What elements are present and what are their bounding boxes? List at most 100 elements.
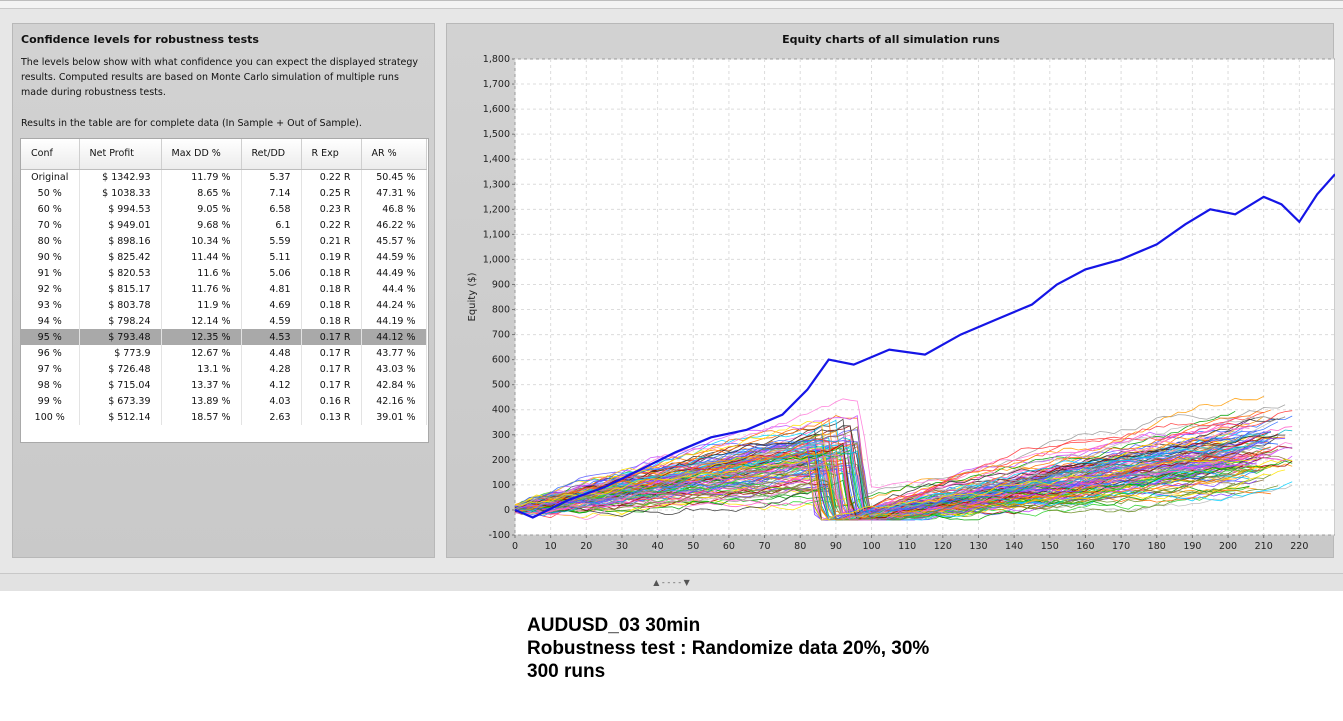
table-cell: 12.35 % [161, 329, 242, 345]
y-tick-label: 900 [492, 279, 510, 290]
table-cell: 7.14 [241, 185, 302, 201]
table-row[interactable]: 99 % $ 673.39 13.89 % 4.03 0.16 R 42.16 % [21, 393, 427, 409]
table-cell: 91 % [21, 265, 80, 281]
simulation-run-line [514, 455, 1243, 521]
original-equity-line [514, 173, 1335, 519]
panel-splitter[interactable]: ▲ - - - - ▼ [0, 573, 1343, 591]
table-cell: 0.18 R [301, 265, 362, 281]
table-cell: 43.77 % [361, 345, 427, 361]
simulation-run-line [514, 410, 1293, 521]
table-row[interactable]: 96 % $ 773.9 12.67 % 4.48 0.17 R 43.77 % [21, 345, 427, 361]
table-cell: 44.24 % [361, 297, 427, 313]
confidence-table-container[interactable]: Conf Net Profit Max DD % Ret/DD R Exp AR % Or… [20, 138, 429, 443]
table-row[interactable]: 90 % $ 825.42 11.44 % 5.11 0.19 R 44.59 % [21, 249, 427, 265]
table-cell: 11.9 % [161, 297, 242, 313]
column-header-max-dd-[interactable]: Max DD % [161, 139, 242, 170]
table-cell: 4.03 [241, 393, 302, 409]
table-cell: 42.84 % [361, 377, 427, 393]
table-cell: 0.16 R [301, 393, 362, 409]
table-row[interactable]: 60 % $ 994.53 9.05 % 6.58 0.23 R 46.8 % [21, 201, 427, 217]
y-tick-label: 1,500 [483, 129, 510, 140]
table-cell: 6.1 [241, 217, 302, 233]
table-cell: $ 673.39 [79, 393, 162, 409]
column-header-ar-[interactable]: AR % [361, 139, 427, 170]
table-cell: 80 % [21, 233, 80, 249]
table-cell: $ 1038.33 [79, 185, 162, 201]
table-cell: 0.17 R [301, 345, 362, 361]
table-row[interactable]: 97 % $ 726.48 13.1 % 4.28 0.17 R 43.03 % [21, 361, 427, 377]
x-tick-label: 0 [512, 541, 518, 552]
simulation-run-line [514, 457, 1257, 521]
table-note: Results in the table are for complete da… [21, 118, 362, 129]
column-header-r-exp[interactable]: R Exp [301, 139, 362, 170]
table-row[interactable]: 92 % $ 815.17 11.76 % 4.81 0.18 R 44.4 % [21, 281, 427, 297]
y-tick-label: 200 [492, 455, 510, 466]
y-tick-label: 1,300 [483, 179, 510, 190]
table-row[interactable]: 70 % $ 949.01 9.68 % 6.1 0.22 R 46.22 % [21, 217, 427, 233]
caption-line-2: Robustness test : Randomize data 20%, 30… [527, 638, 930, 659]
y-tick-label: -100 [488, 530, 510, 541]
table-cell: 9.05 % [161, 201, 242, 217]
table-cell: 4.59 [241, 313, 302, 329]
splitter-handle[interactable]: ▲ - - - - ▼ [653, 578, 690, 587]
table-cell: 6.58 [241, 201, 302, 217]
x-tick-label: 110 [898, 541, 916, 552]
table-cell: 94 % [21, 313, 80, 329]
table-cell: 0.17 R [301, 361, 362, 377]
table-row[interactable]: 95 % $ 793.48 12.35 % 4.53 0.17 R 44.12 % [21, 329, 427, 345]
table-cell: 13.89 % [161, 393, 242, 409]
table-cell: $ 1342.93 [79, 169, 162, 185]
table-cell: 0.21 R [301, 233, 362, 249]
simulation-run-line [514, 474, 1271, 521]
x-tick-label: 140 [1005, 541, 1023, 552]
table-cell: 44.19 % [361, 313, 427, 329]
table-cell: 8.65 % [161, 185, 242, 201]
caption-line-1: AUDUSD_03 30min [527, 615, 701, 636]
table-cell: 60 % [21, 201, 80, 217]
table-cell: 0.18 R [301, 313, 362, 329]
table-cell: $ 803.78 [79, 297, 162, 313]
table-cell: 0.19 R [301, 249, 362, 265]
x-tick-label: 150 [1041, 541, 1059, 552]
table-row[interactable]: 50 % $ 1038.33 8.65 % 7.14 0.25 R 47.31 % [21, 185, 427, 201]
confidence-table[interactable]: Conf Net Profit Max DD % Ret/DD R Exp AR % Or… [21, 139, 427, 425]
simulation-run-line [514, 416, 1271, 521]
table-row[interactable]: 93 % $ 803.78 11.9 % 4.69 0.18 R 44.24 % [21, 297, 427, 313]
simulation-run-line [514, 453, 1250, 521]
x-tick-label: 130 [969, 541, 987, 552]
table-cell: 47.31 % [361, 185, 427, 201]
table-row[interactable]: Original $ 1342.93 11.79 % 5.37 0.22 R 50.45 … [21, 169, 427, 185]
table-cell: 13.1 % [161, 361, 242, 377]
chart-title: Equity charts of all simulation runs [782, 33, 1000, 46]
table-cell: 44.49 % [361, 265, 427, 281]
column-header-conf[interactable]: Conf [21, 139, 80, 170]
table-cell: 0.13 R [301, 409, 362, 425]
table-cell: Original [21, 169, 80, 185]
table-cell: 2.63 [241, 409, 302, 425]
table-cell: $ 726.48 [79, 361, 162, 377]
table-cell: 100 % [21, 409, 80, 425]
table-row[interactable]: 98 % $ 715.04 13.37 % 4.12 0.17 R 42.84 % [21, 377, 427, 393]
y-tick-label: 0 [504, 505, 510, 516]
panel-description: The levels below show with what confiden… [21, 57, 419, 98]
table-cell: 46.22 % [361, 217, 427, 233]
table-cell: 39.01 % [361, 409, 427, 425]
table-cell: $ 798.24 [79, 313, 162, 329]
column-header-net-profit[interactable]: Net Profit [79, 139, 162, 170]
table-cell: 4.81 [241, 281, 302, 297]
simulation-run-line [514, 451, 1250, 521]
table-row[interactable]: 100 % $ 512.14 18.57 % 2.63 0.13 R 39.01 % [21, 409, 427, 425]
x-tick-label: 210 [1255, 541, 1273, 552]
table-cell: 11.79 % [161, 169, 242, 185]
table-cell: 98 % [21, 377, 80, 393]
column-header-ret-dd[interactable]: Ret/DD [241, 139, 302, 170]
x-tick-label: 20 [580, 541, 592, 552]
table-cell: 44.12 % [361, 329, 427, 345]
x-tick-label: 90 [830, 541, 842, 552]
table-row[interactable]: 91 % $ 820.53 11.6 % 5.06 0.18 R 44.49 % [21, 265, 427, 281]
x-tick-label: 190 [1183, 541, 1201, 552]
simulation-run-line [514, 420, 1236, 521]
table-row[interactable]: 94 % $ 798.24 12.14 % 4.59 0.18 R 44.19 % [21, 313, 427, 329]
table-cell: 70 % [21, 217, 80, 233]
table-row[interactable]: 80 % $ 898.16 10.34 % 5.59 0.21 R 45.57 % [21, 233, 427, 249]
